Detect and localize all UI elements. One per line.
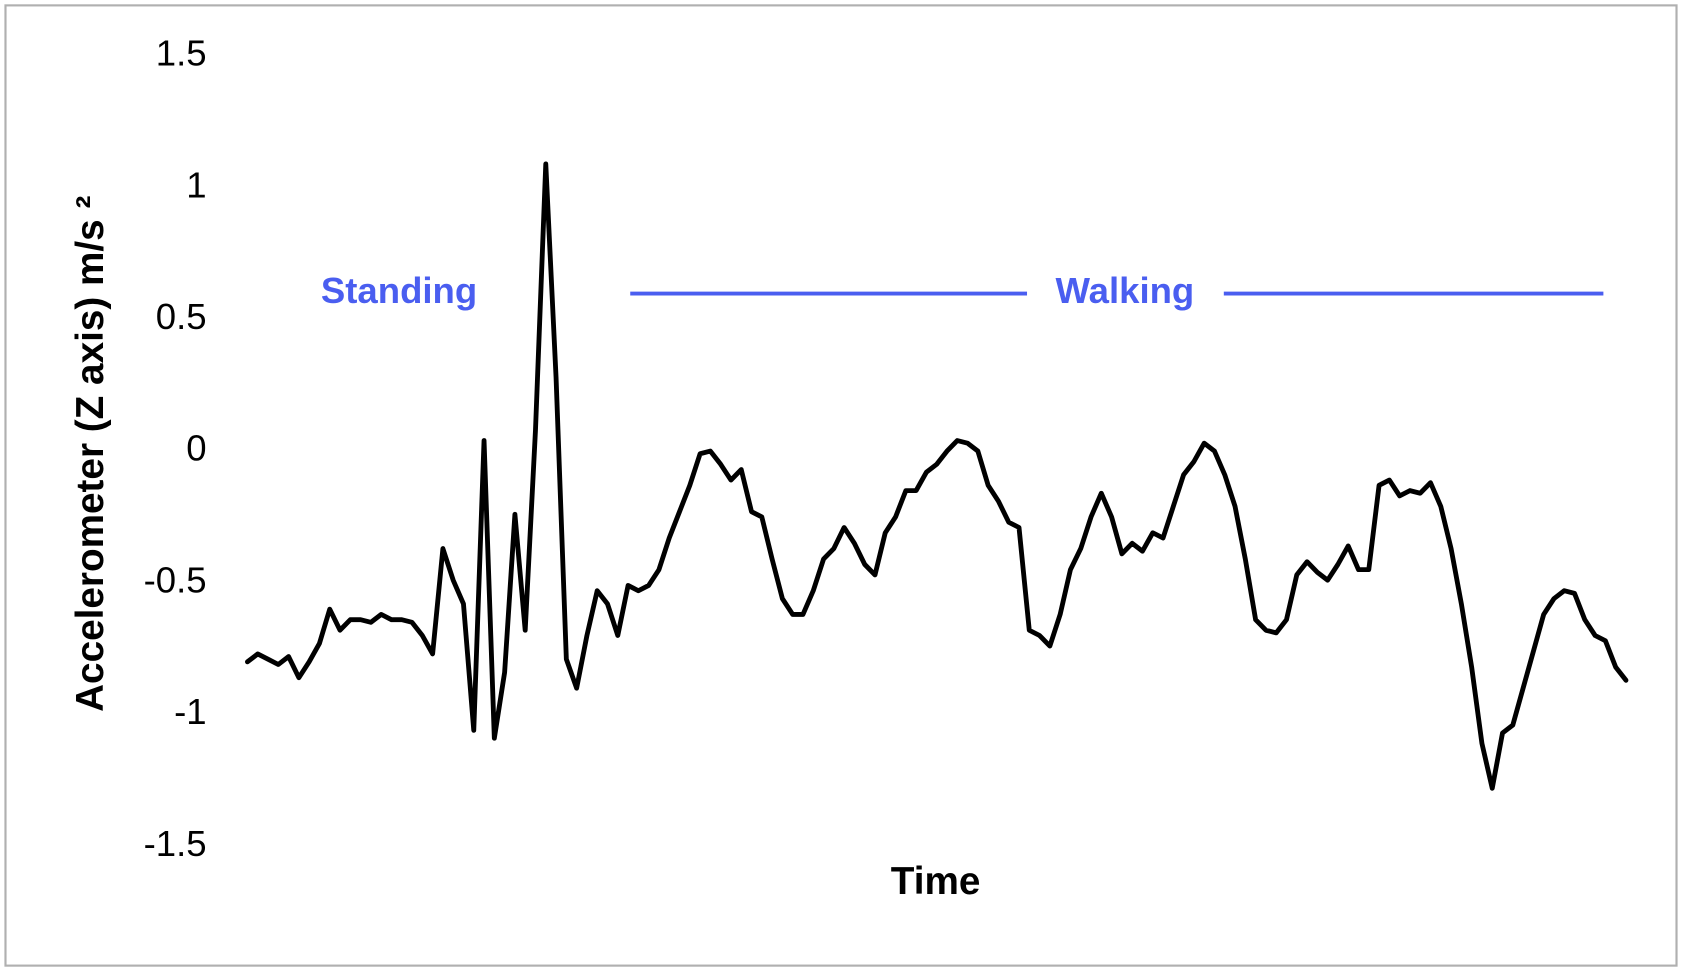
data-line [245, 161, 1629, 791]
y-tick-label: -1 [174, 691, 207, 732]
annotation: Standing [321, 270, 477, 311]
x-axis-title: Time [891, 860, 981, 903]
y-tick-label: 1 [186, 164, 206, 205]
y-tick-label: -1.5 [144, 823, 207, 864]
annotation: Walking [1056, 270, 1195, 311]
y-axis-title: Accelerometer (Z axis) m/s ² [69, 196, 112, 712]
y-tick-label: 1.5 [156, 33, 207, 74]
y-tick-label: 0 [186, 428, 206, 469]
y-tick-label: 0.5 [156, 296, 207, 337]
y-tick-label: -0.5 [144, 559, 207, 600]
chart-frame [4, 4, 1678, 967]
